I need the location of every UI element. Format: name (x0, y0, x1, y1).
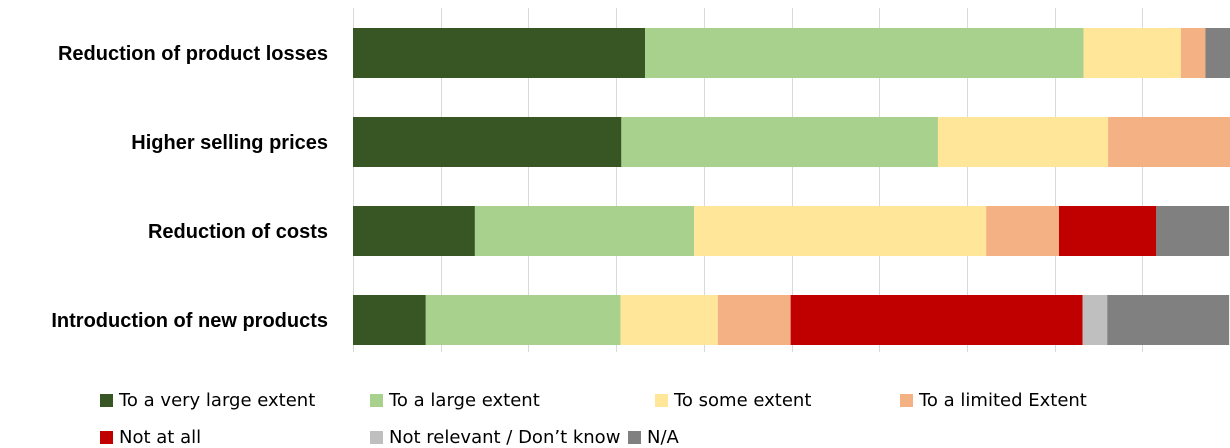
legend-swatch (370, 394, 383, 407)
bar-segment (645, 28, 1084, 78)
legend-item: To a limited Extent (900, 390, 1087, 411)
bars (353, 28, 1230, 345)
bar-segment (621, 117, 938, 167)
legend-swatch (900, 394, 913, 407)
bar-segment (937, 117, 1109, 167)
legend-item: Not at all (100, 427, 201, 448)
legend-label: N/A (647, 427, 679, 448)
legend-label: To a very large extent (119, 390, 316, 411)
legend-label: To some extent (674, 390, 812, 411)
bar-segment (474, 206, 695, 256)
bar-segment (1108, 117, 1230, 167)
bar-segment (353, 206, 475, 256)
legend-item: To some extent (655, 390, 811, 411)
bar-segment (694, 206, 987, 256)
legend-item: Not relevant / Don’t know (370, 427, 620, 448)
legend-swatch (370, 431, 383, 444)
bar-segment (1058, 206, 1157, 256)
bar-segment (1156, 206, 1230, 256)
legend-swatch (655, 394, 668, 407)
bar-segment (353, 117, 622, 167)
legend-item: To a large extent (370, 390, 540, 411)
legend-swatch (628, 431, 641, 444)
legend-label: To a large extent (389, 390, 540, 411)
bar-segment (1205, 28, 1230, 78)
category-label: Introduction of new products (51, 310, 328, 332)
bar-segment (1083, 28, 1181, 78)
legend-label: Not relevant / Don’t know (389, 427, 621, 448)
bar-segment (425, 295, 621, 345)
bar-segment (1107, 295, 1230, 345)
legend-item: To a very large extent (100, 390, 315, 411)
legend-label: To a limited Extent (919, 390, 1087, 411)
legend-swatch (100, 394, 113, 407)
category-labels: Reduction of product losses Higher sellin… (51, 43, 328, 332)
legend-swatch (100, 431, 113, 444)
bar-segment (353, 295, 426, 345)
legend-label: Not at all (119, 427, 202, 448)
bar-segment (1082, 295, 1108, 345)
stacked-bar-chart: Reduction of product losses Higher sellin… (51, 8, 1230, 352)
category-label: Reduction of costs (148, 221, 328, 243)
bar-segment (620, 295, 718, 345)
bar-segment (986, 206, 1059, 256)
bar-segment (353, 28, 646, 78)
bar-segment (790, 295, 1083, 345)
category-label: Higher selling prices (131, 132, 328, 154)
category-label: Reduction of product losses (58, 43, 328, 65)
bar-segment (1180, 28, 1206, 78)
bar-segment (717, 295, 791, 345)
legend-item: N/A (628, 427, 679, 448)
